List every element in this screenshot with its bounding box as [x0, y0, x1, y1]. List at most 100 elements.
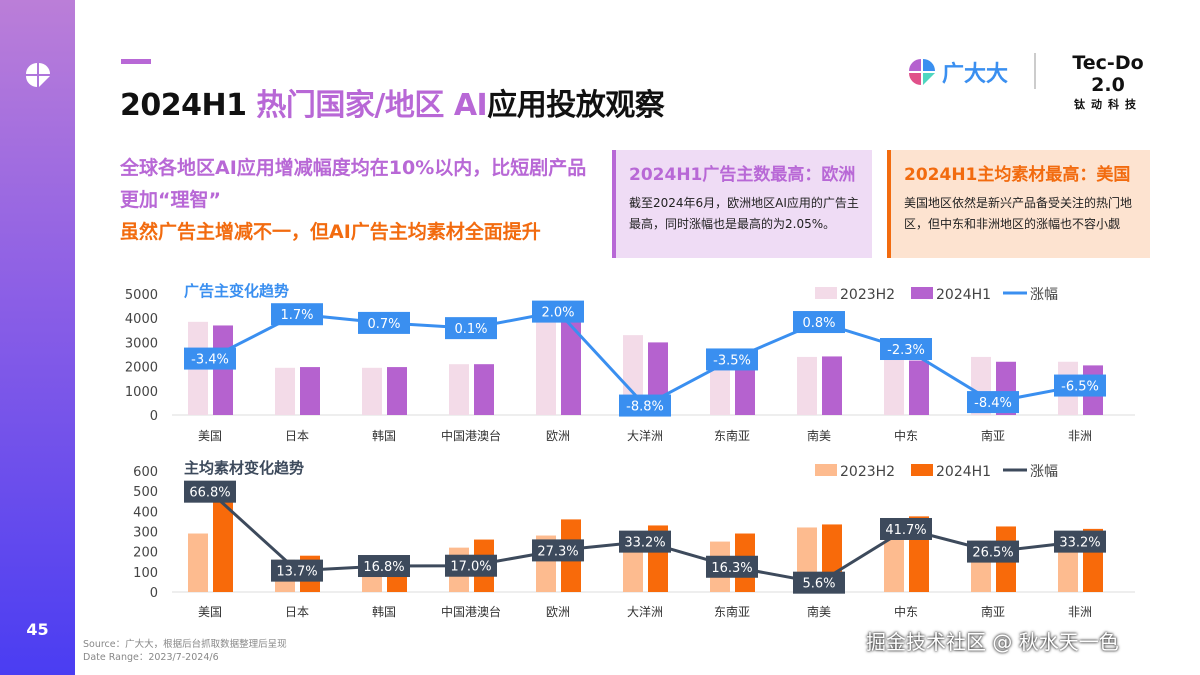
bar-2024h1 — [213, 325, 233, 415]
lead-line-1: 全球各地区AI应用增减幅度均在10%以内，比短剧产品更加“理智” — [120, 157, 587, 211]
growth-label-box — [880, 517, 932, 540]
bar-2023h2 — [884, 359, 904, 415]
title-accent — [121, 59, 151, 64]
insight-body: 美国地区依然是新兴产品备受关注的热门地区，但中东和非洲地区的涨幅也不容小觑 — [904, 196, 1133, 231]
growth-data-label: 41.7% — [885, 523, 926, 538]
legend-label-2023h2: 2023H2 — [840, 287, 895, 303]
growth-data-label: -3.5% — [713, 353, 751, 368]
growth-data-label: -8.4% — [974, 396, 1012, 411]
growth-line — [209, 309, 1081, 408]
lead-line-2: 虽然广告主增减不一，但AI广告主均素材全面提升 — [120, 221, 541, 243]
growth-data-label: 0.1% — [454, 322, 487, 337]
x-category-label: 日本 — [285, 605, 309, 619]
lead-text: 全球各地区AI应用增减幅度均在10%以内，比短剧产品更加“理智” 虽然广告主增减… — [120, 152, 590, 248]
sidebar: 45 — [0, 0, 75, 675]
legend-label-2023h2: 2023H2 — [840, 464, 895, 480]
growth-data-label: -6.5% — [1061, 380, 1099, 395]
bar-2024h1 — [387, 367, 407, 415]
y-tick-label: 0 — [150, 409, 158, 424]
growth-label-box — [271, 559, 323, 582]
growth-label-box — [445, 554, 497, 577]
y-tick-label: 4000 — [125, 312, 158, 327]
growth-data-label: 26.5% — [972, 546, 1013, 561]
partner-name: Tec-Do 2.0 — [1072, 52, 1144, 96]
bar-2023h2 — [797, 356, 817, 415]
growth-data-label: 2.0% — [541, 306, 574, 321]
title-highlight: 热门国家/地区 AI — [256, 88, 488, 123]
brand-name: 广大大 — [942, 62, 1009, 87]
x-category-label: 东南亚 — [714, 428, 750, 443]
growth-label-box — [271, 303, 323, 326]
y-tick-label: 200 — [133, 546, 158, 561]
x-category-label: 韩国 — [372, 428, 396, 443]
legend-swatch-2024h1 — [911, 287, 933, 299]
growth-data-label: -2.3% — [887, 343, 925, 358]
source-note: Source：广大大，根据后台抓取数据整理后呈现 Date Range：2023… — [83, 638, 287, 664]
x-category-label: 中国港澳台 — [441, 428, 501, 443]
y-tick-label: 2000 — [125, 361, 158, 376]
date-range-text: Date Range：2023/7-2024/6 — [83, 652, 219, 663]
growth-data-label: 0.8% — [802, 316, 835, 331]
insight-title: 2024H1广告主数最高：欧洲 — [629, 165, 856, 185]
growth-label-box — [184, 480, 236, 503]
growth-data-label: 0.7% — [367, 317, 400, 332]
growth-data-label: 33.2% — [624, 536, 665, 551]
insight-title: 2024H1主均素材最高：美国 — [904, 165, 1131, 185]
growth-label-box — [532, 539, 584, 562]
partner-subtitle: 钛动科技 — [1074, 98, 1142, 111]
x-category-label: 南亚 — [981, 604, 1005, 619]
bar-2023h2 — [188, 533, 208, 592]
bar-2023h2 — [275, 367, 295, 415]
insight-box-creatives: 2024H1主均素材最高：美国 美国地区依然是新兴产品备受关注的热门地区，但中东… — [887, 150, 1150, 258]
growth-label-box — [1054, 374, 1106, 397]
growth-data-label: -3.4% — [191, 353, 229, 368]
legend-label-growth: 涨幅 — [1030, 464, 1058, 480]
growth-data-label: 27.3% — [537, 544, 578, 559]
bar-2023h2 — [1058, 544, 1078, 592]
growth-label-box — [532, 300, 584, 323]
growth-label-box — [706, 348, 758, 371]
bar-2023h2 — [362, 367, 382, 415]
divider — [1034, 53, 1036, 89]
x-category-label: 非洲 — [1068, 605, 1092, 619]
growth-label-box — [793, 311, 845, 334]
insight-body: 截至2024年6月，欧洲地区AI应用的广告主最高，同时涨幅也是最高的为2.05%… — [629, 196, 859, 231]
brand-logo-icon — [26, 63, 50, 87]
page-title: 2024H1 热门国家/地区 AI应用投放观察 — [120, 80, 665, 124]
insight-box-advertisers: 2024H1广告主数最高：欧洲 截至2024年6月，欧洲地区AI应用的广告主最高… — [612, 150, 872, 258]
y-tick-label: 400 — [133, 505, 158, 520]
legend-label-growth: 涨幅 — [1030, 287, 1058, 303]
x-category-label: 非洲 — [1068, 429, 1092, 443]
growth-label-box — [1054, 530, 1106, 553]
growth-label-box — [793, 571, 845, 594]
legend-swatch-2023h2 — [815, 464, 837, 476]
bar-2024h1 — [300, 367, 320, 415]
bar-2024h1 — [909, 360, 929, 415]
x-category-label: 美国 — [198, 605, 222, 619]
brand-logo: 广大大 — [908, 56, 1008, 88]
y-tick-label: 3000 — [125, 336, 158, 351]
x-category-label: 东南亚 — [714, 604, 750, 619]
partner-logo: Tec-Do 2.0 钛动科技 — [1058, 52, 1158, 112]
x-category-label: 日本 — [285, 429, 309, 443]
bar-2023h2 — [536, 318, 556, 415]
x-category-label: 欧洲 — [546, 429, 570, 443]
x-category-label: 中东 — [894, 428, 918, 443]
watermark: 掘金技术社区 @ 秋水天一色 — [866, 630, 1119, 654]
legend-swatch-2024h1 — [911, 464, 933, 476]
growth-label-box — [706, 555, 758, 578]
growth-label-box — [358, 555, 410, 578]
legend-swatch-2023h2 — [815, 287, 837, 299]
y-tick-label: 600 — [133, 465, 158, 480]
growth-data-label: 66.8% — [189, 486, 230, 501]
growth-data-label: 5.6% — [802, 577, 835, 592]
x-category-label: 南亚 — [981, 428, 1005, 443]
bar-2023h2 — [449, 364, 469, 415]
growth-data-label: 33.2% — [1059, 536, 1100, 551]
title-part: 2024H1 — [120, 88, 257, 123]
growth-label-box — [619, 394, 671, 417]
growth-label-box — [967, 540, 1019, 563]
growth-label-box — [880, 338, 932, 361]
chart-title: 主均素材变化趋势 — [184, 459, 304, 477]
